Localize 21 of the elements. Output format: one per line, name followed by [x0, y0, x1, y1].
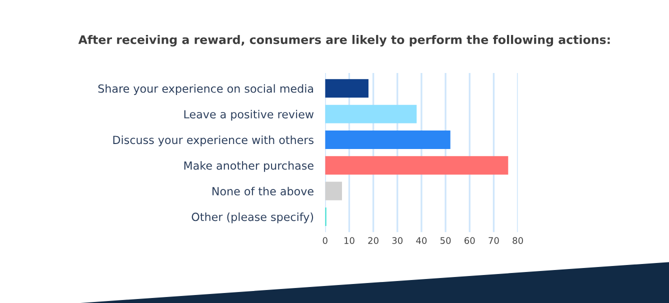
x-tick-label: 10: [344, 237, 354, 244]
bar: [325, 182, 342, 200]
bar: [325, 104, 417, 124]
y-tick-label: Discuss your experience with others: [113, 136, 314, 146]
x-tick-label: 30: [392, 237, 403, 244]
y-tick-label: Make another purchase: [184, 161, 314, 172]
y-tick-label: None of the above: [212, 186, 314, 196]
x-tick-label: 20: [368, 237, 378, 244]
x-tick-label: 40: [416, 237, 427, 244]
bar: [325, 79, 368, 98]
x-tick-label: 0: [322, 237, 328, 244]
y-tick-label: Leave a positive review: [184, 110, 314, 121]
y-tick-label: Other (please specify): [192, 212, 314, 224]
y-tick-label: Share your experience on social media: [98, 84, 314, 95]
bar: [325, 156, 508, 175]
x-tick-label: 50: [440, 237, 451, 244]
x-tick-label: 70: [488, 237, 499, 244]
x-tick-label: 60: [464, 237, 475, 244]
chart-title: After receiving a reward, consumers are likely to perform the following actions:: [78, 34, 610, 46]
bar: [325, 130, 450, 149]
x-tick-label: 80: [512, 237, 523, 244]
